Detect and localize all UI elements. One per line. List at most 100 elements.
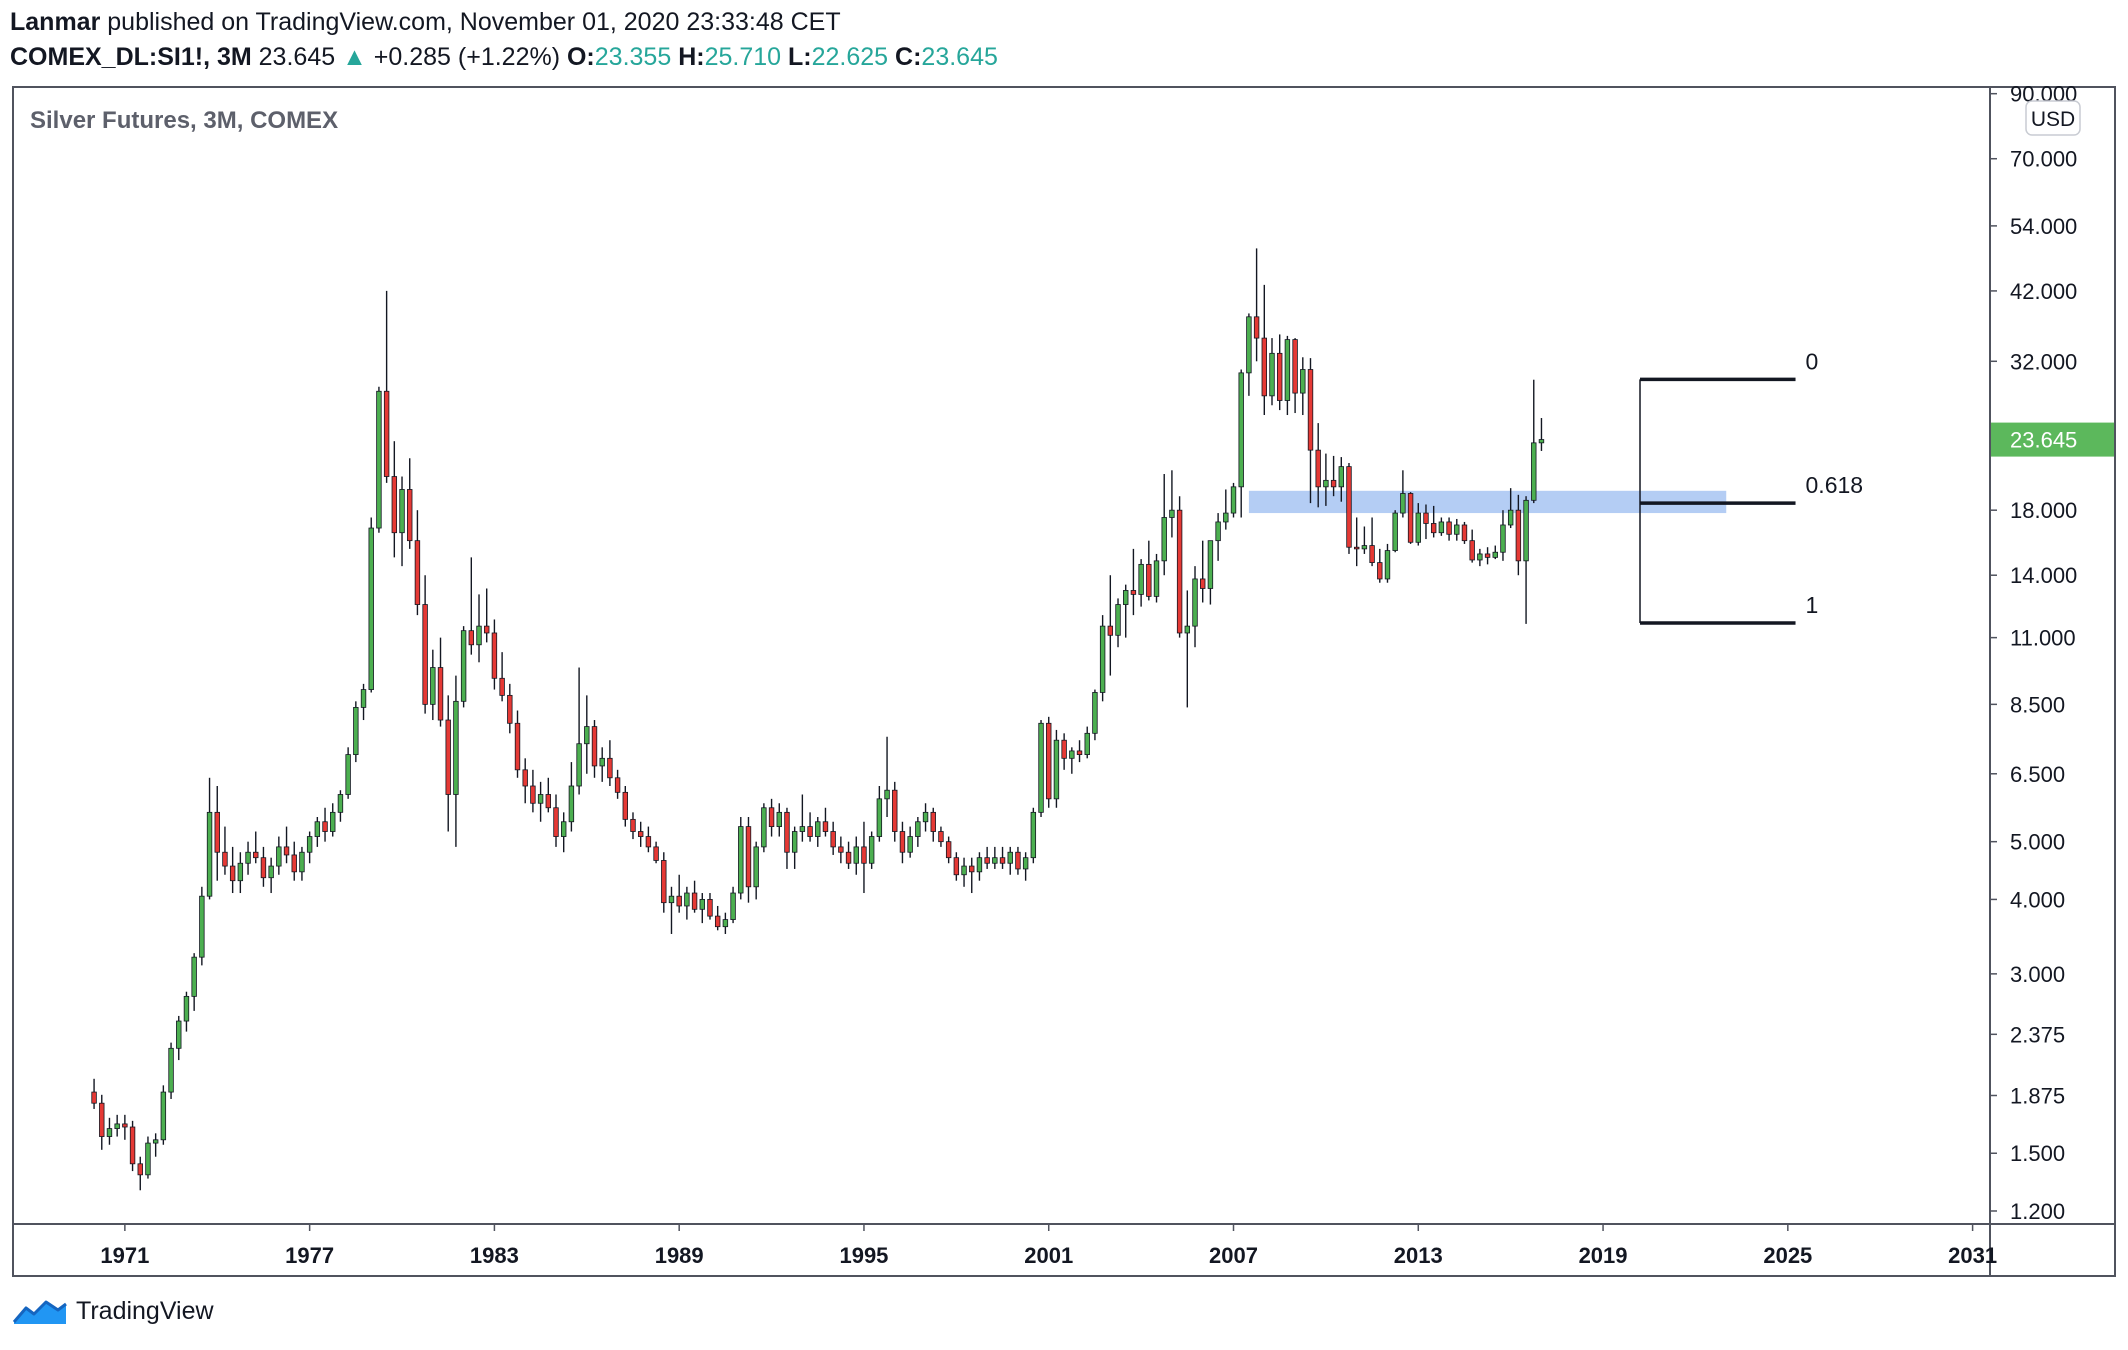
chart-title: Silver Futures, 3M, COMEX	[30, 107, 338, 134]
candle-up	[738, 826, 744, 894]
currency-label: USD	[2031, 108, 2075, 131]
candle-up	[684, 892, 690, 907]
candle-down	[1330, 479, 1337, 488]
candle-up	[237, 862, 244, 882]
candle-up	[1238, 372, 1244, 488]
candle-down	[291, 854, 297, 873]
time-tick-label: 2007	[1209, 1243, 1258, 1268]
candle-up	[1300, 369, 1306, 394]
high-value: 25.710	[704, 43, 782, 71]
candle-up	[430, 667, 436, 705]
candle-down	[553, 807, 559, 837]
candle-down	[1015, 851, 1021, 870]
candle-down	[676, 895, 682, 907]
candle-down	[522, 769, 528, 787]
candle-down	[129, 1126, 136, 1165]
open-value: 23.355	[594, 43, 672, 71]
candle-down	[322, 821, 328, 832]
candle-down	[1369, 545, 1375, 563]
candle-down	[1046, 722, 1052, 800]
candle-up	[1030, 811, 1037, 859]
candle-down	[622, 791, 628, 820]
candle-down	[383, 390, 390, 477]
candle-up	[815, 821, 821, 837]
candle-down	[1076, 750, 1083, 755]
candle-down	[1446, 521, 1452, 535]
candle-down	[137, 1163, 143, 1176]
candle-up	[1153, 560, 1160, 597]
candle-up	[853, 846, 859, 864]
fib-level-label: 0	[1806, 348, 1819, 374]
candle-up	[1099, 625, 1106, 693]
candle-up	[1392, 512, 1398, 551]
candle-up	[1284, 339, 1291, 401]
candle-up	[1323, 479, 1329, 488]
candle-down	[499, 677, 505, 696]
candle-up	[722, 919, 729, 928]
candle-down	[1261, 337, 1268, 397]
candle-up	[1269, 352, 1275, 397]
candle-down	[745, 826, 752, 888]
price-change: +0.285 (+1.22%)	[373, 43, 561, 71]
candle-up	[330, 811, 336, 832]
candle-down	[938, 831, 944, 843]
candle-up	[1361, 545, 1368, 550]
fib-level-label: 0.618	[1806, 472, 1864, 498]
symbol-label[interactable]: COMEX_DL:SI1!, 3M	[10, 43, 252, 71]
candle-up	[1115, 604, 1121, 636]
candle-up	[176, 1020, 182, 1049]
candle-down	[614, 777, 621, 793]
author-name[interactable]: Lanmar	[10, 8, 101, 36]
candle-up	[337, 794, 344, 813]
candle-down	[1430, 523, 1437, 534]
candle-up	[168, 1047, 174, 1093]
candle-down	[830, 831, 836, 848]
candle-down	[437, 667, 444, 721]
candle-up	[268, 865, 274, 879]
candle-down	[707, 899, 713, 917]
candle-down	[1484, 553, 1491, 558]
candle-up	[314, 821, 321, 837]
candle-up	[353, 707, 359, 755]
candle-down	[969, 865, 975, 873]
currency-badge	[2025, 100, 2081, 136]
candle-down	[407, 489, 413, 542]
candle-up	[1523, 499, 1529, 562]
candle-up	[922, 811, 929, 823]
symbol-info-bar: COMEX_DL:SI1!, 3M 23.645 ▲ +0.285 (+1.22…	[10, 43, 998, 72]
candle-down	[99, 1102, 105, 1137]
candle-up	[1007, 851, 1013, 864]
candle-down	[807, 826, 813, 837]
candle-up	[1038, 722, 1044, 813]
price-tick-label: 32.000	[2010, 349, 2077, 374]
candle-up	[1215, 521, 1221, 542]
price-tick-label: 1.200	[2010, 1199, 2065, 1224]
candle-down	[1107, 625, 1114, 636]
candle-up	[1123, 590, 1129, 605]
last-price: 23.645	[258, 43, 336, 71]
candle-down	[768, 807, 775, 827]
candle-up	[791, 831, 798, 853]
candle-down	[1423, 512, 1429, 524]
last-price-tag	[1991, 422, 2114, 457]
candle-down	[714, 915, 721, 928]
footer-branding[interactable]: TradingView	[12, 1296, 214, 1326]
candle-up	[114, 1123, 120, 1129]
candle-down	[838, 846, 844, 853]
candle-up	[884, 789, 890, 800]
open-label: O:	[566, 43, 595, 71]
candle-up	[1400, 493, 1406, 514]
candle-down	[607, 757, 613, 779]
price-tick-label: 4.000	[2010, 887, 2065, 912]
candle-up	[1500, 524, 1506, 553]
candle-up	[1438, 521, 1445, 534]
candle-up	[568, 785, 575, 823]
price-tick-label: 42.000	[2010, 279, 2077, 304]
candle-down	[1307, 369, 1314, 451]
price-tick-label: 54.000	[2010, 214, 2077, 239]
candle-up	[537, 794, 544, 804]
time-tick-label: 1971	[100, 1243, 149, 1268]
candle-up	[1207, 540, 1214, 589]
tradingview-logo-icon	[12, 1300, 67, 1324]
